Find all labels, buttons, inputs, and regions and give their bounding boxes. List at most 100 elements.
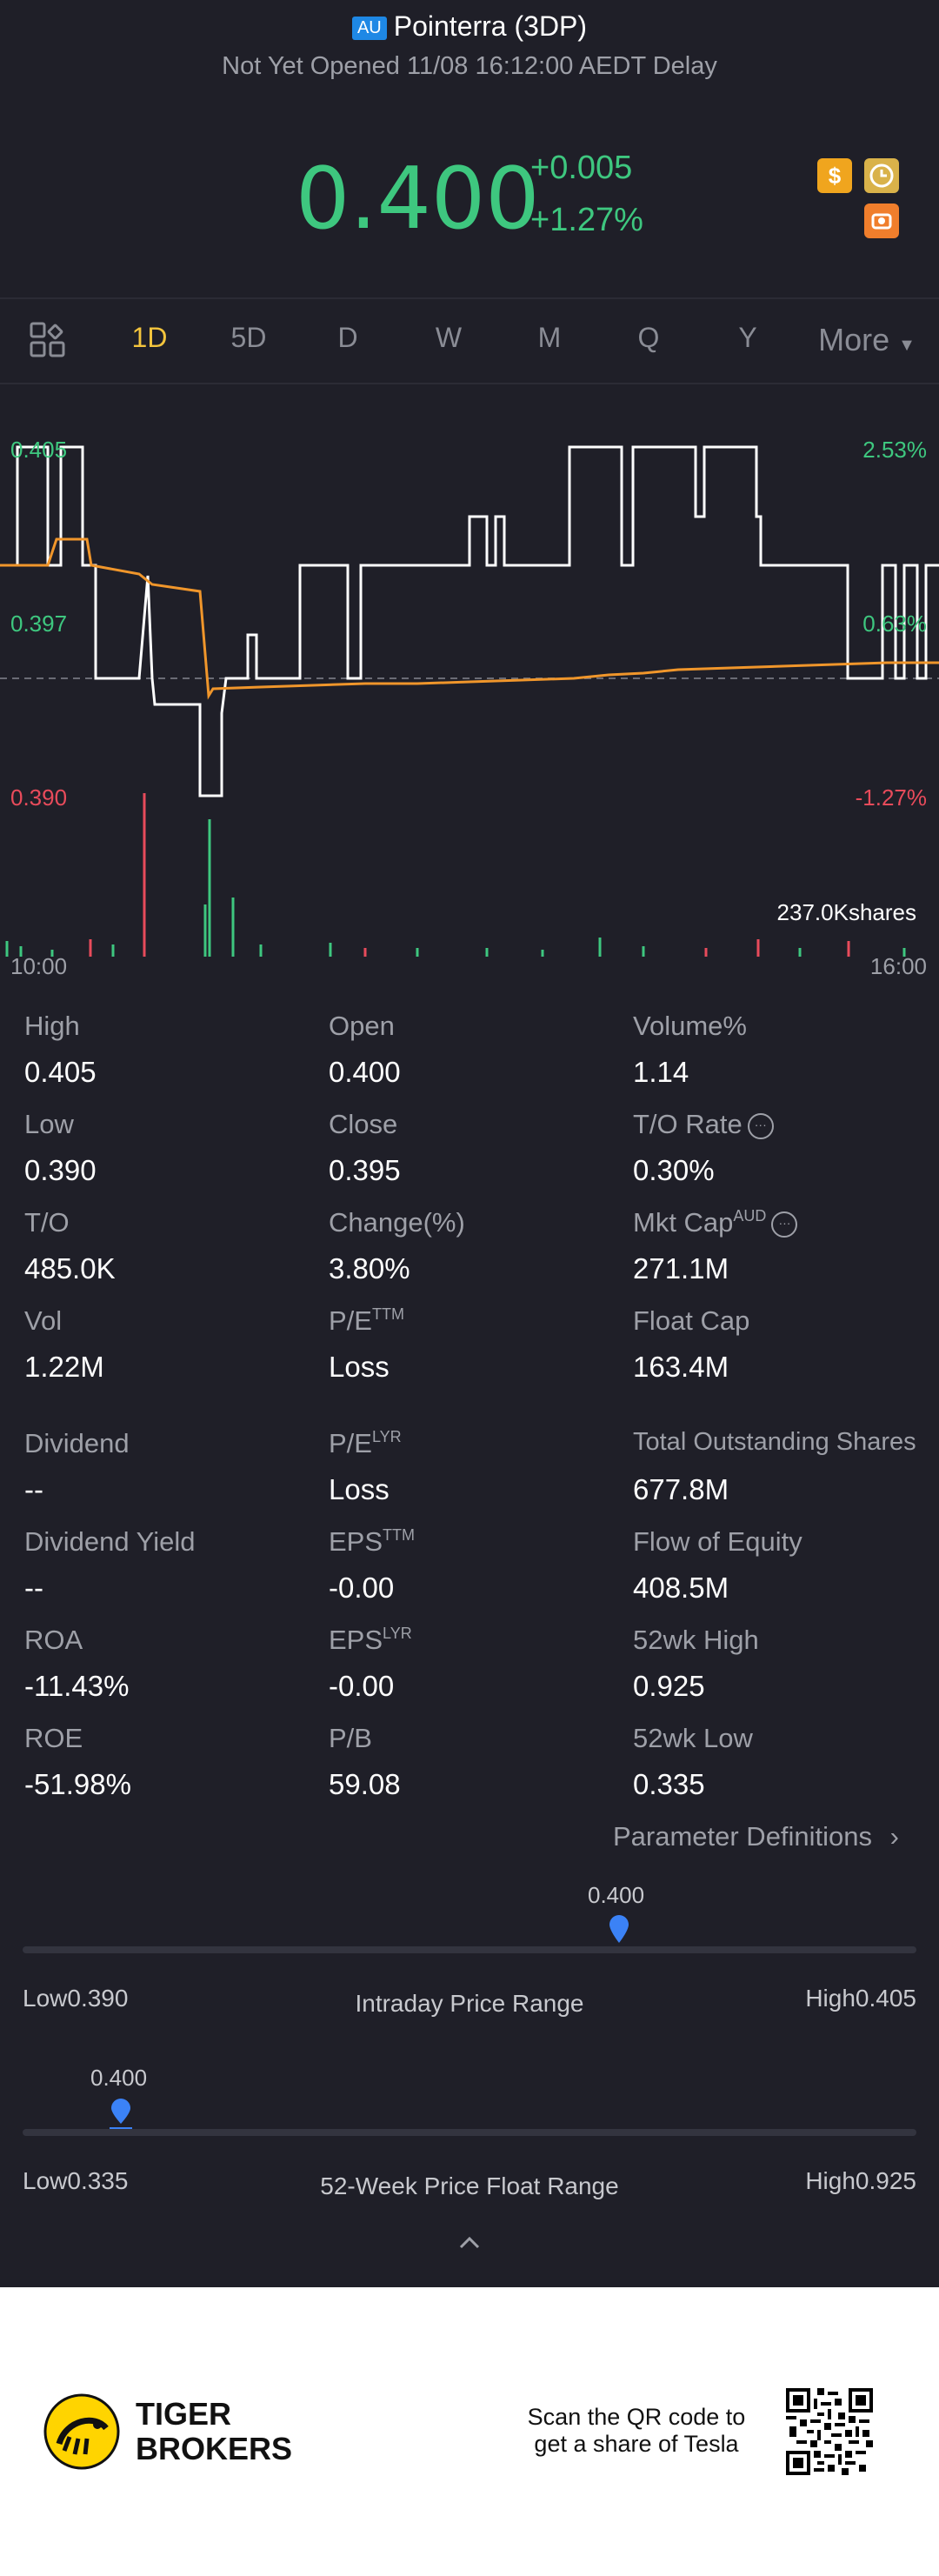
stat-value: 1.22M	[24, 1351, 104, 1383]
stat-value: Loss	[329, 1351, 390, 1383]
intraday-marker-value: 0.400	[588, 1882, 645, 1908]
stat-label: 52wk Low	[633, 1723, 753, 1753]
intraday-low-value: 0.390	[67, 1985, 129, 2012]
tab-m[interactable]: M	[537, 322, 562, 353]
scan-line-2: get a share of Tesla	[534, 2431, 739, 2457]
parameter-definitions-link[interactable]: Parameter Definitions ›	[613, 1821, 899, 1852]
price-line	[0, 445, 939, 797]
stat-label: 52wk High	[633, 1625, 759, 1655]
week52-marker-value: 0.400	[90, 2065, 148, 2091]
stat-label: Close	[329, 1109, 398, 1139]
stat-value: 0.400	[329, 1056, 401, 1088]
camera-icon[interactable]	[864, 204, 899, 238]
stat-label-with-info[interactable]: Mkt CapAUD ···	[633, 1207, 798, 1238]
week52-high-label: High	[805, 2167, 856, 2194]
stat-value: -51.98%	[24, 1768, 131, 1800]
period-tabs: 1D 5D D W M Q Y More ▼	[0, 297, 939, 384]
stat-value: 0.30%	[633, 1154, 715, 1186]
stat-value: 271.1M	[633, 1252, 729, 1285]
clock-icon[interactable]	[864, 158, 899, 193]
market-status: Not Yet Opened 11/08 16:12:00 AEDT Delay	[222, 52, 717, 80]
week52-range-title: 52-Week Price Float Range	[320, 2172, 619, 2199]
stat-value: 677.8M	[633, 1473, 729, 1505]
stat-label: Dividend Yield	[24, 1526, 196, 1557]
time-start: 10:00	[10, 953, 68, 979]
tab-5d[interactable]: 5D	[230, 322, 267, 353]
intraday-marker-icon	[609, 1915, 629, 1943]
stat-label: T/O	[24, 1207, 70, 1238]
stat-label-with-info[interactable]: T/O Rate ···	[633, 1109, 774, 1140]
footer-banner	[0, 2287, 939, 2576]
stat-value: 408.5M	[633, 1572, 729, 1604]
tab-q[interactable]: Q	[637, 322, 660, 353]
week52-low-value: 0.335	[67, 2167, 129, 2194]
parameter-definitions-label: Parameter Definitions	[612, 1821, 873, 1852]
stat-value: 59.08	[329, 1768, 401, 1800]
stat-label-sup: TTM	[383, 1526, 416, 1544]
stat-value: -0.00	[329, 1670, 395, 1702]
intraday-low: Low0.390	[23, 1985, 128, 2012]
intraday-range-track	[23, 1946, 916, 1953]
more-info-icon[interactable]: ···	[771, 1211, 798, 1238]
stat-label: High	[24, 1011, 80, 1041]
stat-label-group: EPSTTM	[329, 1526, 415, 1558]
stock-name: Pointerra (3DP)	[393, 10, 588, 42]
intraday-high-label: High	[805, 1985, 856, 2012]
stat-label: Dividend	[24, 1428, 130, 1458]
tab-w[interactable]: W	[435, 322, 463, 353]
stat-label-group: EPSLYR	[329, 1625, 412, 1656]
stat-label: Vol	[24, 1305, 63, 1336]
brand-line-2: BROKERS	[136, 2431, 293, 2466]
price-change-pct: +1.27%	[530, 202, 643, 238]
layout-grid-icon[interactable]	[30, 322, 66, 358]
scan-prompt: Scan the QR code to get a share of Tesla	[506, 2404, 767, 2458]
tab-d[interactable]: D	[337, 322, 358, 353]
stat-label: EPS	[329, 1526, 383, 1557]
stat-value: 3.80%	[329, 1252, 410, 1285]
price-change: +0.005	[530, 150, 633, 186]
collapse-chevron-up-icon[interactable]	[459, 2235, 480, 2249]
week52-high-value: 0.925	[855, 2167, 916, 2194]
stat-label-sup: LYR	[371, 1428, 402, 1445]
stat-value: 0.405	[24, 1056, 97, 1088]
stat-label: Flow of Equity	[633, 1526, 802, 1557]
tab-y[interactable]: Y	[738, 322, 757, 353]
brand-line-1: TIGER	[136, 2396, 232, 2432]
stat-value: Loss	[329, 1473, 390, 1505]
volume-label: 237.0Kshares	[776, 899, 916, 925]
tiger-brokers-logo-icon	[43, 2393, 120, 2470]
week52-high: High0.925	[805, 2167, 916, 2195]
intraday-low-label: Low	[23, 1985, 68, 2012]
stat-label-group: P/ETTM	[329, 1305, 404, 1337]
stat-label: ROE	[24, 1723, 83, 1753]
stat-label: Float Cap	[633, 1305, 750, 1336]
stat-value: 0.390	[24, 1154, 97, 1186]
dollar-icon[interactable]: $	[817, 158, 852, 193]
stat-label-sup: TTM	[371, 1305, 404, 1323]
intraday-chart[interactable]	[0, 383, 939, 957]
volume-bars	[5, 793, 906, 957]
stat-label-sup: AUD	[733, 1207, 767, 1225]
stat-label: Open	[329, 1011, 395, 1041]
last-price: 0.400	[296, 150, 540, 249]
more-info-icon[interactable]: ···	[747, 1112, 774, 1139]
stat-value: 0.925	[633, 1670, 705, 1702]
stat-label-group: P/ELYR	[329, 1428, 402, 1459]
stat-value: -0.00	[329, 1572, 395, 1604]
stat-value: 485.0K	[24, 1252, 116, 1285]
axis-mid-pct: 0.63%	[862, 611, 927, 637]
tab-1d[interactable]: 1D	[131, 322, 168, 353]
tab-more[interactable]: More ▼	[810, 322, 923, 358]
week52-range-track	[23, 2129, 916, 2136]
time-end: 16:00	[869, 953, 927, 979]
stat-label: T/O Rate	[633, 1109, 743, 1139]
quote-screen: AU Pointerra (3DP) Not Yet Opened 11/08 1…	[0, 0, 939, 2287]
stat-label: Change(%)	[329, 1207, 465, 1238]
stat-label: Mkt Cap	[633, 1207, 734, 1238]
stat-label: Volume%	[633, 1011, 747, 1041]
stat-label: P/E	[329, 1305, 372, 1336]
axis-mid-price: 0.397	[10, 611, 68, 637]
stat-value: 0.395	[329, 1154, 401, 1186]
stat-value: 1.14	[633, 1056, 689, 1088]
average-line	[0, 537, 939, 700]
